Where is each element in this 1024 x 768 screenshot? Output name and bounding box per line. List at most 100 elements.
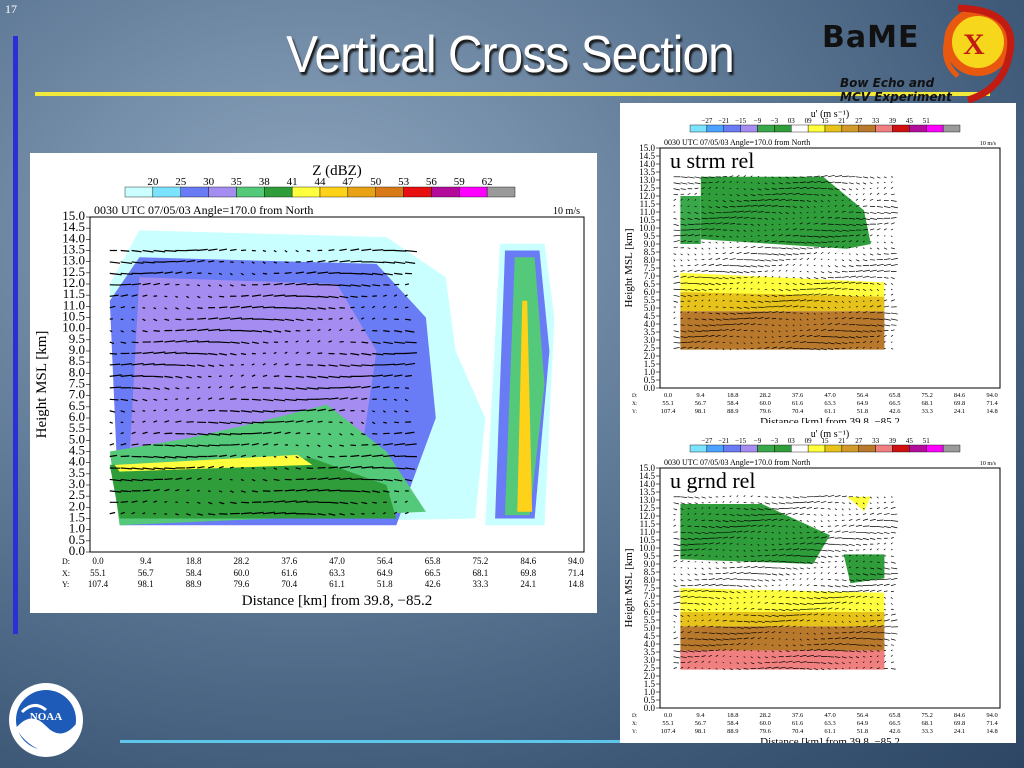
wind-vector [785,324,788,327]
wind-vector [295,488,307,492]
y-tick-label: 13.5 [62,242,85,257]
y-tick-label: 4.5 [644,311,656,321]
wind-vector [778,644,781,647]
wind-vector [750,508,757,511]
wind-vector [764,282,767,284]
wind-vector [841,204,845,207]
wind-vector [750,656,753,659]
x-tick-label: 55.1 [662,400,673,407]
wind-vector [869,253,874,256]
wind-vector [883,614,888,616]
wind-vector [869,247,872,250]
wind-vector [186,364,196,367]
wind-vector [722,591,729,593]
x-axis-label: Distance [km] from 39.8, −85.2 [760,736,900,743]
wind-vector [708,661,711,663]
wind-vector [778,554,786,557]
wind-vector [175,477,183,481]
wind-vector [687,531,694,534]
wind-vector [869,644,876,647]
x-tick-label: 56.7 [138,568,154,578]
wind-vector [393,398,398,401]
wind-vector [876,263,884,266]
wind-vector [328,489,341,492]
wind-vector [251,386,258,389]
x-tick-label: 24.1 [954,728,965,735]
wind-vector [883,283,887,286]
wind-vector [393,410,398,413]
wind-vector [883,206,891,209]
wind-vector [841,508,844,511]
wind-vector [708,305,711,308]
wind-vector [295,500,308,503]
wind-vector [729,643,735,646]
wind-vector [848,531,856,533]
wind-vector [240,443,250,446]
wind-vector [680,311,683,314]
x-tick-label: 33.3 [473,579,489,589]
wind-vector [841,662,845,665]
wind-vector [729,328,736,332]
wind-vector [694,247,697,250]
wind-vector [109,410,116,413]
wind-vector [848,217,856,220]
wind-vector [295,340,299,343]
wind-vector [175,375,183,379]
y-tick-label: 12.5 [62,264,85,279]
wind-vector [890,247,895,250]
wind-vector [251,330,263,333]
wind-vector [750,294,754,297]
y-tick-label: 6.5 [644,279,656,289]
wind-vector [197,375,202,378]
wind-vector [757,330,761,332]
wind-vector [306,249,311,252]
color-field-region [517,300,533,512]
wind-vector [240,478,244,482]
wind-vector [736,210,744,213]
wind-vector [164,488,170,492]
wind-vector [827,566,830,569]
colorbar-label: 27 [855,437,863,445]
wind-vector [848,342,854,344]
wind-vector [197,513,203,516]
wind-vector [890,577,898,581]
wind-vector [722,335,727,337]
wind-vector [799,283,805,286]
wind-vector [175,513,179,516]
wind-vector [701,305,704,308]
wind-vector [806,520,809,522]
wind-vector [694,318,699,320]
wind-vector [109,305,116,309]
y-tick-label: 4.0 [644,639,656,649]
wind-vector [869,228,875,231]
wind-vector [890,537,894,539]
wind-vector [715,334,721,337]
wind-vector [673,336,681,339]
wind-vector [131,352,142,355]
wind-vector [827,607,833,610]
wind-vector [827,626,830,629]
wind-vector [131,511,136,515]
wind-vector [736,323,743,326]
wind-vector [680,595,688,598]
wind-vector [715,241,718,244]
wind-vector [153,307,157,310]
wind-vector [729,258,736,261]
wind-vector [317,397,329,400]
wind-vector [876,561,881,563]
wind-vector [743,601,746,604]
wind-vector [372,385,381,389]
wind-vector [834,514,837,517]
wind-vector [806,271,809,273]
x-tick-label: 0.0 [664,712,672,719]
wind-vector [876,318,884,321]
wind-vector [736,229,740,232]
wind-vector [757,656,761,659]
wind-vector [883,186,886,189]
wind-vector [806,501,814,504]
wind-vector [813,194,819,196]
wind-vector [284,318,295,322]
wind-vector [328,295,339,299]
wind-vector [328,249,335,252]
wind-vector [361,454,372,458]
